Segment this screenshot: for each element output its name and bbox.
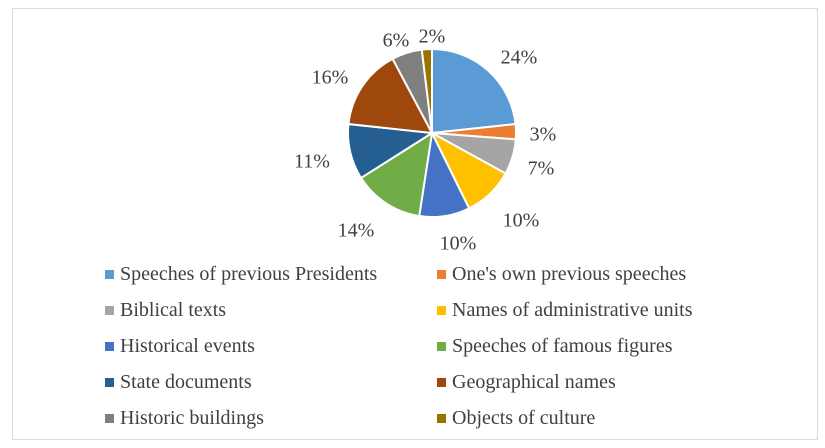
data-label-6: 14%	[338, 220, 375, 242]
legend-swatch-9	[105, 413, 114, 423]
legend-swatch-8	[437, 377, 446, 387]
legend-swatch-2	[437, 269, 446, 279]
legend-item-6: Speeches of famous figures	[437, 330, 777, 362]
legend-swatch-7	[105, 377, 114, 387]
legend-label-2: One's own previous speeches	[452, 262, 687, 285]
legend-item-10: Objects of culture	[437, 402, 777, 434]
legend-item-1: Speeches of previous Presidents	[105, 258, 437, 290]
legend-item-9: Historic buildings	[105, 402, 437, 434]
legend-item-3: Biblical texts	[105, 294, 437, 326]
legend-label-7: State documents	[120, 370, 252, 393]
data-label-10: 2%	[419, 26, 446, 48]
legend-swatch-3	[105, 305, 114, 315]
data-label-7: 11%	[294, 151, 330, 173]
pie-slice-1	[431, 47, 517, 135]
data-label-8: 16%	[312, 67, 349, 89]
legend-item-7: State documents	[105, 366, 437, 398]
data-label-5: 10%	[440, 233, 477, 255]
legend-swatch-6	[437, 341, 446, 351]
data-label-2: 3%	[530, 124, 557, 146]
data-label-9: 6%	[383, 30, 410, 52]
legend-swatch-4	[437, 305, 446, 315]
chart-legend: Speeches of previous Presidents One's own…	[105, 258, 785, 434]
legend-label-1: Speeches of previous Presidents	[120, 262, 378, 285]
legend-label-9: Historic buildings	[120, 406, 264, 429]
legend-label-4: Names of administrative units	[452, 298, 693, 321]
pie-slice-8	[347, 57, 434, 135]
legend-label-3: Biblical texts	[120, 298, 227, 321]
legend-swatch-10	[437, 413, 446, 423]
legend-item-8: Geographical names	[437, 366, 777, 398]
legend-label-8: Geographical names	[452, 370, 616, 393]
legend-swatch-5	[105, 341, 114, 351]
legend-label-6: Speeches of famous figures	[452, 334, 673, 357]
data-label-3: 7%	[528, 158, 555, 180]
pie-slice-10	[420, 47, 433, 134]
legend-label-5: Historical events	[120, 334, 255, 357]
legend-swatch-1	[105, 269, 114, 279]
legend-label-10: Objects of culture	[452, 406, 596, 429]
pie-slice-6	[359, 130, 434, 218]
data-label-1: 24%	[501, 47, 538, 69]
legend-item-4: Names of administrative units	[437, 294, 777, 326]
legend-item-2: One's own previous speeches	[437, 258, 777, 290]
data-label-4: 10%	[503, 210, 540, 232]
legend-item-5: Historical events	[105, 330, 437, 362]
